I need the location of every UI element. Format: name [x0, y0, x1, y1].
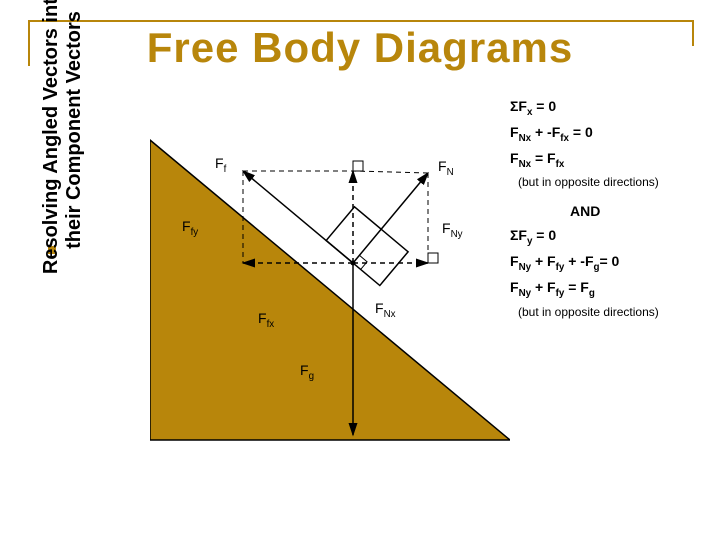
equation-line: FNx = Ffx [510, 150, 710, 170]
equation-note: (but in opposite directions) [518, 175, 710, 189]
equation-note: (but in opposite directions) [518, 305, 710, 319]
equation-line: FNx + -Ffx = 0 [510, 124, 710, 144]
side-label: Resolving Angled Vectors into their Comp… [40, 0, 86, 280]
diagram-svg [150, 100, 510, 450]
vector-label: FN [438, 158, 454, 178]
equation-line: ΣFy = 0 [510, 227, 710, 247]
equations-panel: ΣFx = 0 FNx + -Ffx = 0 FNx = Ffx (but in op… [510, 92, 710, 325]
and-label: AND [570, 203, 710, 219]
vector-label: Ffx [258, 310, 274, 330]
equation-line: FNy + Ffy = Fg [510, 279, 710, 299]
equation-line: ΣFx = 0 [510, 98, 710, 118]
page-title: Free Body Diagrams [0, 24, 720, 72]
equation-line: FNy + Ffy + -Fg= 0 [510, 253, 710, 273]
vector-label: Ffy [182, 218, 198, 238]
vector-label: Ff [215, 155, 226, 175]
vector-label: FNy [442, 220, 463, 240]
slide: Free Body Diagrams Resolving Angled Vect… [0, 0, 720, 540]
vector-label: FNx [375, 300, 396, 320]
free-body-diagram: FN Ff Fg Ffy Ffx FNy FNx [150, 100, 510, 450]
vector-label: Fg [300, 362, 314, 382]
